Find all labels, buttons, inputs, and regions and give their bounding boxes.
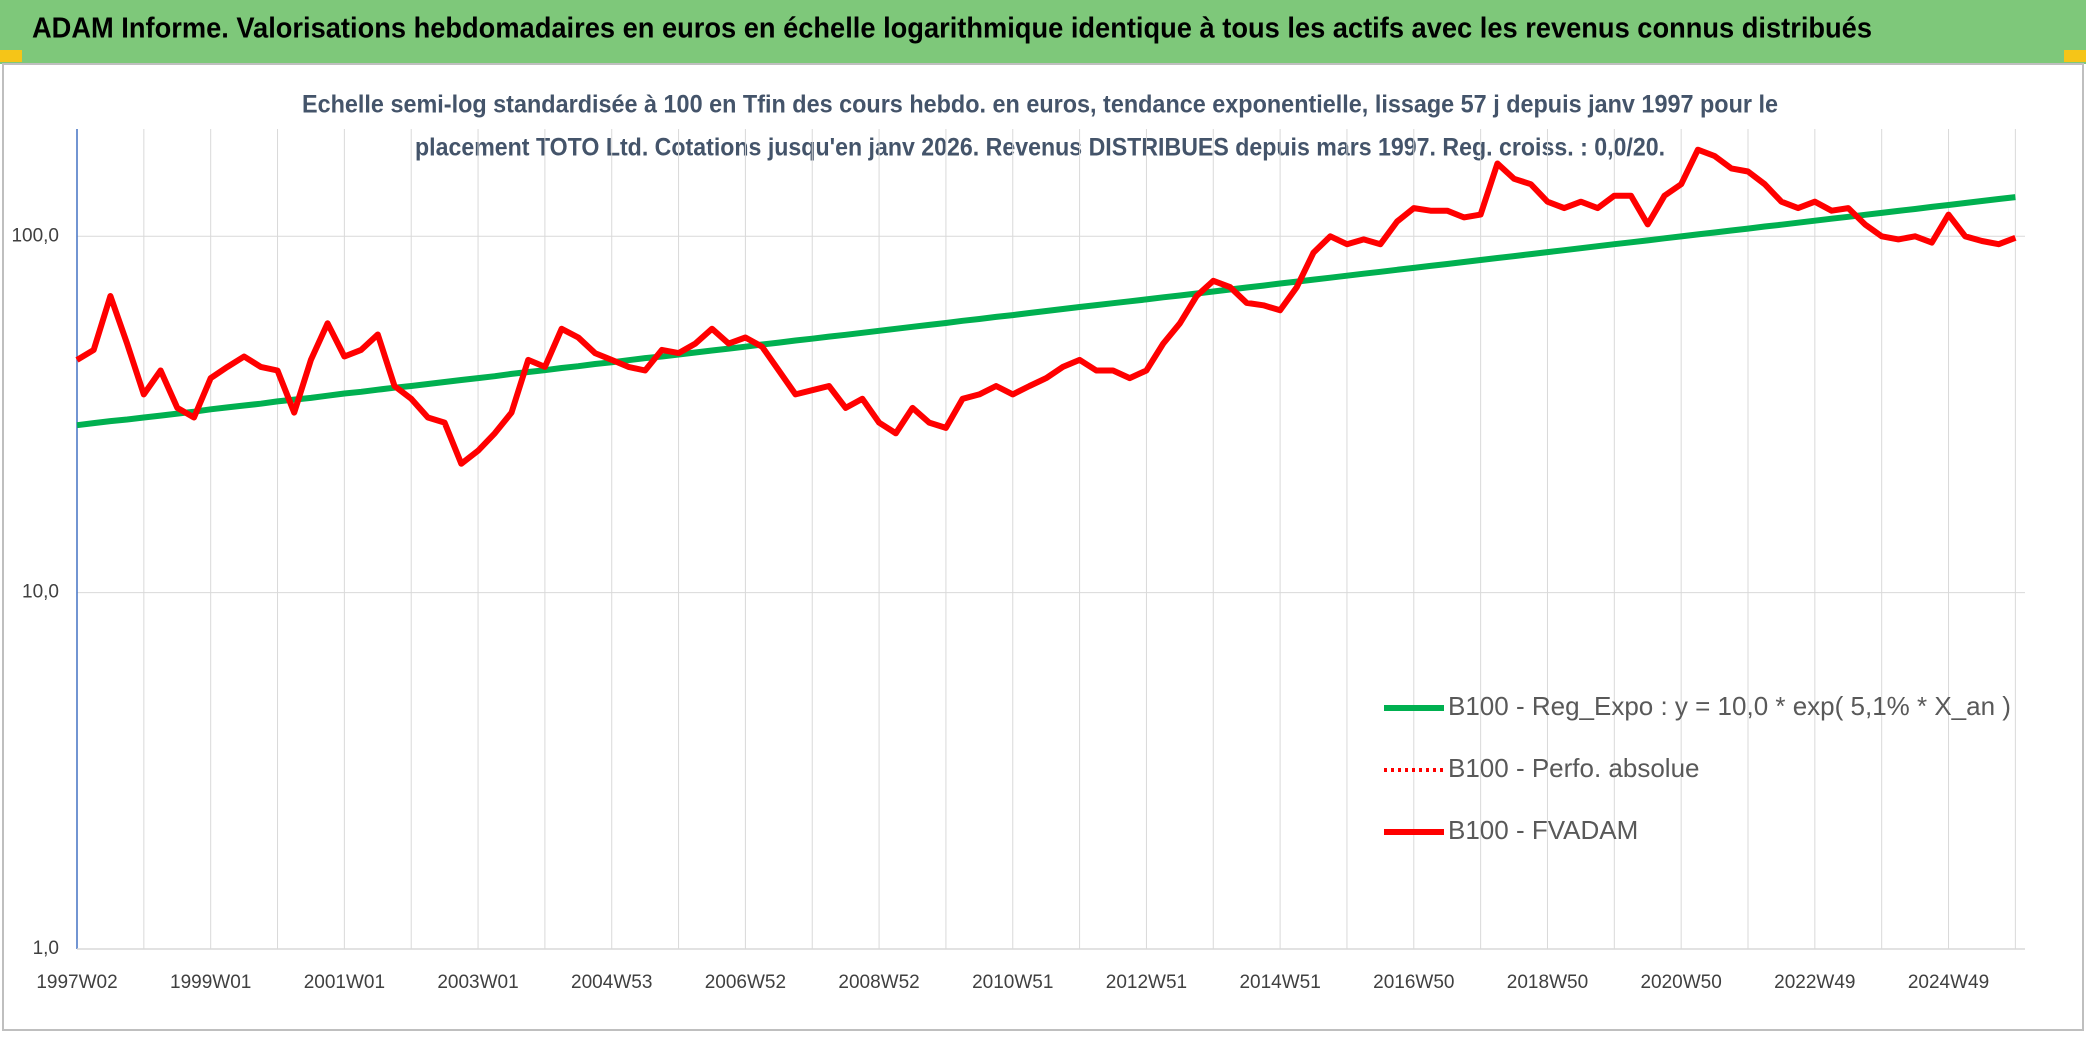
corner-mark (2064, 50, 2086, 62)
x-tick-label: 1999W01 (170, 972, 251, 993)
header-band (0, 0, 2086, 64)
x-tick-label: 2016W50 (1373, 972, 1454, 993)
y-tick-label: 10,0 (22, 582, 59, 603)
y-tick-label: 1,0 (33, 938, 59, 959)
x-tick-label: 2018W50 (1507, 972, 1588, 993)
x-tick-label: 2024W49 (1908, 972, 1989, 993)
page-title: ADAM Informe. Valorisations hebdomadaire… (32, 13, 1872, 45)
x-tick-label: 2010W51 (972, 972, 1053, 993)
x-tick-label: 2008W52 (838, 972, 919, 993)
x-tick-label: 1997W02 (36, 972, 117, 993)
chart-subtitle: placement TOTO Ltd. Cotations jusqu'en j… (415, 134, 1665, 162)
x-tick-label: 2022W49 (1774, 972, 1855, 993)
y-tick-label: 100,0 (11, 225, 59, 246)
corner-mark (0, 50, 22, 62)
legend-label: B100 - FVADAM (1448, 815, 1638, 845)
legend-label: B100 - Perfo. absolue (1448, 753, 1700, 783)
x-tick-label: 2006W52 (705, 972, 786, 993)
x-tick-label: 2001W01 (304, 972, 385, 993)
x-tick-label: 2012W51 (1106, 972, 1187, 993)
series-line (75, 146, 2017, 467)
chart-subtitle: Echelle semi-log standardisée à 100 en T… (302, 91, 1778, 119)
x-tick-label: 2004W53 (571, 972, 652, 993)
x-tick-label: 2014W51 (1239, 972, 1320, 993)
x-tick-label: 2003W01 (437, 972, 518, 993)
legend-label: B100 - Reg_Expo : y = 10,0 * exp( 5,1% *… (1448, 691, 2011, 721)
chart-frame (2, 63, 2084, 1031)
x-tick-label: 2020W50 (1640, 972, 1721, 993)
